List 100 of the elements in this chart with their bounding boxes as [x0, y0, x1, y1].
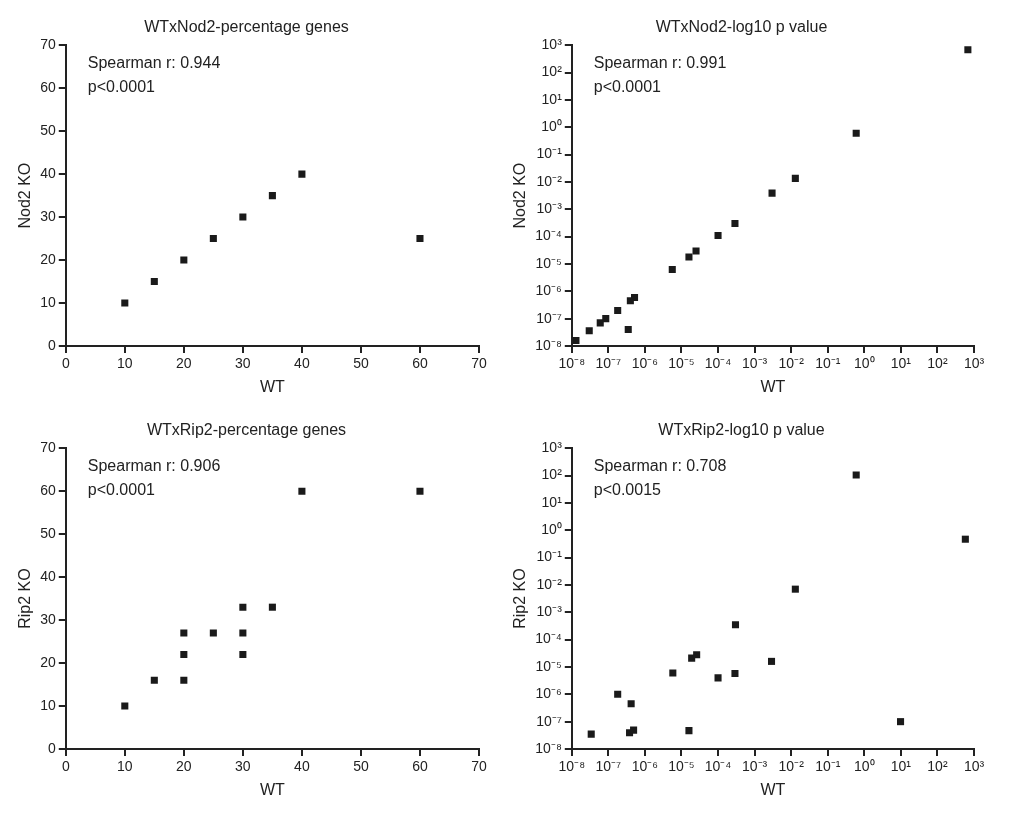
x-tick-label: 60 — [412, 355, 428, 372]
x-tick-label: 0 — [61, 355, 70, 372]
y-tick-label: 10³ — [541, 439, 563, 456]
y-tick-label: 60 — [40, 79, 56, 96]
y-tick-label: 10⁻⁶ — [535, 685, 562, 702]
y-tick-label: 30 — [40, 207, 56, 224]
point — [180, 650, 188, 658]
point — [150, 676, 158, 684]
point — [268, 192, 276, 200]
y-tick-label: 20 — [40, 250, 56, 267]
y-tick-label: 10⁻¹ — [536, 548, 563, 565]
x-axis-title: WT — [259, 377, 286, 395]
x-tick-label: 10³ — [963, 758, 985, 775]
x-tick-label: 50 — [353, 355, 369, 372]
y-tick-label: 10⁰ — [541, 521, 562, 538]
x-tick-label: 10⁻⁴ — [704, 355, 732, 372]
x-tick-label: 10⁻⁷ — [595, 758, 622, 775]
x-tick-label: 10¹ — [890, 758, 912, 775]
x-tick-label: 60 — [412, 758, 428, 775]
x-tick-label: 30 — [235, 355, 251, 372]
point — [416, 487, 424, 495]
annotation: Spearman r: 0.991 — [593, 53, 727, 71]
x-axis-title: WT — [760, 780, 786, 798]
point — [416, 235, 424, 243]
annotation: Spearman r: 0.906 — [87, 456, 221, 474]
point — [180, 629, 188, 637]
x-tick-label: 10⁻⁵ — [668, 758, 695, 775]
y-tick-label: 10⁻¹ — [536, 145, 563, 162]
point — [298, 487, 306, 495]
x-tick-label: 50 — [353, 758, 369, 775]
y-tick-label: 50 — [40, 525, 56, 541]
y-axis-title: Nod2 KO — [511, 162, 529, 229]
y-tick-label: 70 — [40, 439, 56, 456]
x-tick-label: 10⁻⁵ — [668, 355, 695, 372]
x-tick-label: 10⁻³ — [741, 758, 768, 775]
y-tick-label: 10⁻⁵ — [535, 254, 562, 271]
x-tick-label: 10⁰ — [854, 355, 875, 372]
y-tick-label: 10 — [40, 696, 56, 713]
y-tick-label: 10⁻³ — [536, 603, 563, 620]
x-tick-label: 20 — [176, 758, 192, 775]
y-tick-label: 10⁻⁶ — [535, 282, 562, 299]
x-tick-label: 10⁻⁸ — [558, 758, 586, 775]
annotation: Spearman r: 0.708 — [593, 456, 727, 474]
x-tick-label: 10 — [117, 355, 133, 372]
y-axis-title: Rip2 KO — [511, 568, 529, 629]
x-tick-label: 10⁻⁶ — [631, 758, 659, 775]
point — [209, 629, 217, 637]
x-tick-label: 10⁻⁸ — [558, 355, 586, 372]
point — [239, 650, 247, 658]
point — [209, 235, 217, 243]
x-tick-label: 40 — [294, 758, 310, 775]
x-tick-label: 10⁻² — [778, 355, 805, 372]
point — [239, 213, 247, 221]
chart-title: WTxRip2-percentage genes — [146, 421, 347, 439]
x-tick-label: 10³ — [963, 355, 985, 372]
y-tick-label: 40 — [40, 164, 56, 181]
y-tick-label: 20 — [40, 653, 56, 670]
x-tick-label: 10¹ — [890, 355, 912, 372]
y-axis-title: Rip2 KO — [16, 568, 34, 629]
x-tick-label: 10⁻¹ — [815, 758, 841, 775]
annotation: p<0.0001 — [87, 77, 156, 95]
y-tick-label: 10⁻⁸ — [535, 336, 562, 353]
x-tick-label: 10⁻⁶ — [631, 355, 659, 372]
point — [268, 603, 276, 611]
x-tick-label: 10⁻⁷ — [595, 355, 622, 372]
y-tick-label: 10² — [541, 466, 563, 483]
y-tick-label: 10⁻² — [536, 172, 563, 189]
x-tick-label: 10⁻⁴ — [704, 758, 732, 775]
annotation: p<0.0001 — [87, 480, 156, 498]
x-tick-label: 10⁻³ — [741, 355, 768, 372]
y-tick-label: 10⁻⁷ — [536, 309, 562, 326]
chart-title: WTxNod2-log10 p value — [655, 18, 828, 36]
y-tick-label: 10¹ — [541, 90, 563, 107]
y-tick-label: 10⁻⁵ — [535, 657, 562, 674]
x-tick-label: 10² — [927, 758, 948, 775]
x-tick-label: 70 — [471, 355, 487, 372]
x-tick-label: 10⁻¹ — [815, 355, 841, 372]
x-tick-label: 30 — [235, 758, 251, 775]
x-axis-title: WT — [259, 780, 286, 798]
x-tick-label: 10² — [927, 355, 948, 372]
y-tick-label: 10⁻⁷ — [536, 712, 562, 729]
y-tick-label: 70 — [40, 36, 56, 53]
point — [180, 676, 188, 684]
x-axis-title: WT — [760, 377, 786, 395]
x-tick-label: 40 — [294, 355, 310, 372]
y-tick-label: 50 — [40, 122, 56, 138]
y-tick-label: 10⁻⁸ — [535, 739, 562, 756]
point — [150, 278, 158, 286]
point — [121, 702, 129, 710]
x-tick-label: 70 — [471, 758, 487, 775]
y-axis-title: Nod2 KO — [16, 162, 34, 229]
y-tick-label: 60 — [40, 482, 56, 499]
chart-title: WTxNod2-percentage genes — [144, 18, 349, 36]
chart-title: WTxRip2-log10 p value — [658, 421, 825, 439]
y-tick-label: 10³ — [541, 36, 563, 53]
point — [239, 629, 247, 637]
x-tick-label: 10 — [117, 758, 133, 775]
annotation: p<0.0015 — [593, 480, 662, 498]
y-tick-label: 10⁻² — [536, 575, 563, 592]
point — [121, 299, 129, 307]
